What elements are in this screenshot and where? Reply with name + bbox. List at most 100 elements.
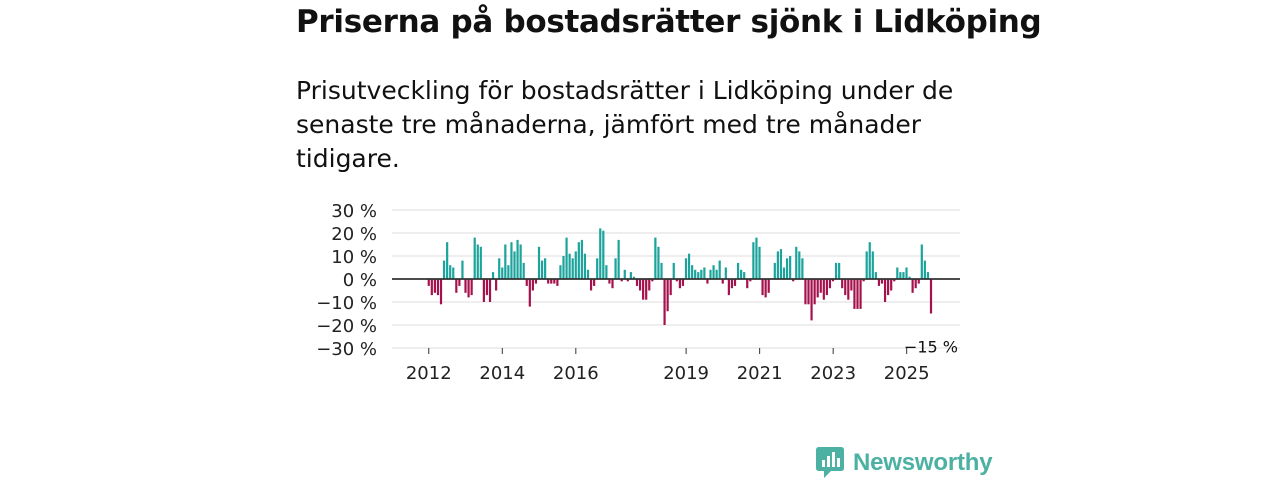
bar bbox=[632, 276, 636, 279]
bar bbox=[911, 279, 914, 293]
y-tick-label: 0 % bbox=[343, 270, 377, 291]
bar bbox=[571, 258, 574, 279]
bar bbox=[537, 246, 541, 279]
x-tick-label: 2014 bbox=[479, 363, 525, 384]
bar bbox=[675, 279, 678, 282]
bar bbox=[746, 279, 749, 289]
bar bbox=[452, 267, 455, 279]
bar bbox=[626, 279, 629, 282]
newsworthy-logo-icon bbox=[816, 447, 844, 478]
bar bbox=[565, 237, 568, 279]
annotations: −15 % bbox=[904, 338, 958, 357]
y-tick-label: 10 % bbox=[331, 247, 377, 268]
bar bbox=[694, 269, 697, 279]
bar bbox=[436, 279, 440, 296]
bar bbox=[828, 279, 832, 289]
bar bbox=[782, 267, 786, 279]
bar bbox=[586, 269, 590, 279]
x-tick-label: 2019 bbox=[663, 363, 709, 384]
bar bbox=[920, 244, 923, 279]
y-tick-label: −30 % bbox=[316, 339, 377, 360]
bar bbox=[868, 242, 871, 279]
bar bbox=[617, 239, 620, 279]
bar bbox=[776, 251, 779, 279]
bar bbox=[902, 272, 905, 279]
bar bbox=[620, 279, 623, 282]
bar bbox=[583, 253, 587, 279]
bar bbox=[568, 253, 571, 279]
bar bbox=[733, 279, 737, 286]
bar bbox=[488, 279, 492, 302]
bar bbox=[498, 258, 501, 279]
bar bbox=[476, 244, 479, 279]
bar bbox=[485, 279, 489, 296]
bar bbox=[504, 244, 507, 279]
bar bbox=[635, 279, 639, 286]
bar bbox=[427, 279, 430, 286]
bar bbox=[896, 267, 899, 279]
bar bbox=[593, 279, 596, 286]
bar bbox=[580, 239, 583, 279]
bar bbox=[629, 272, 632, 279]
y-tick-label: 20 % bbox=[331, 224, 377, 245]
bar bbox=[755, 237, 758, 279]
y-tick-label: −20 % bbox=[316, 316, 377, 337]
chart-title: Priserna på bostadsrätter sjönk i Lidköp… bbox=[296, 4, 1042, 40]
bar bbox=[874, 272, 877, 279]
bar bbox=[519, 244, 522, 279]
bars bbox=[427, 228, 933, 325]
bar bbox=[880, 279, 884, 284]
bar bbox=[611, 279, 614, 289]
x-tick-label: 2025 bbox=[884, 363, 930, 384]
bar bbox=[577, 242, 580, 279]
bar bbox=[596, 258, 599, 279]
bar bbox=[856, 279, 859, 309]
bar bbox=[651, 279, 654, 282]
bar bbox=[455, 279, 458, 293]
bar bbox=[724, 267, 727, 279]
bar bbox=[645, 279, 648, 300]
bar bbox=[795, 246, 798, 279]
bar bbox=[510, 242, 513, 279]
bar bbox=[905, 267, 908, 279]
bar bbox=[602, 230, 605, 279]
bar bbox=[859, 279, 862, 309]
x-tick-label: 2023 bbox=[810, 363, 856, 384]
bar bbox=[706, 279, 709, 284]
x-tick-label: 2012 bbox=[406, 363, 452, 384]
bar bbox=[599, 228, 602, 279]
bar bbox=[482, 279, 485, 302]
bar bbox=[547, 279, 550, 284]
bar bbox=[540, 260, 544, 279]
bar bbox=[740, 269, 743, 279]
bar bbox=[507, 265, 510, 279]
bar bbox=[642, 279, 645, 300]
bar bbox=[798, 251, 801, 279]
bar bbox=[743, 272, 746, 279]
bar bbox=[871, 251, 874, 279]
bar bbox=[556, 279, 559, 286]
bar bbox=[838, 262, 841, 279]
bar bbox=[657, 246, 660, 279]
x-tick-label: 2021 bbox=[737, 363, 783, 384]
bar bbox=[810, 279, 813, 321]
bar bbox=[648, 279, 651, 291]
bar bbox=[703, 267, 706, 279]
bar bbox=[654, 237, 657, 279]
x-tick-label: 2016 bbox=[553, 363, 599, 384]
bar bbox=[467, 279, 470, 298]
bar bbox=[831, 279, 835, 282]
bar bbox=[528, 279, 531, 307]
bar bbox=[495, 279, 498, 291]
bar bbox=[752, 242, 755, 279]
bar bbox=[890, 279, 893, 291]
bar bbox=[908, 276, 911, 279]
bar bbox=[825, 279, 828, 296]
bar bbox=[758, 246, 761, 279]
bar bbox=[847, 279, 850, 300]
bar bbox=[712, 265, 715, 279]
bar bbox=[887, 279, 890, 296]
bar bbox=[926, 272, 930, 279]
brand-name: Newsworthy bbox=[853, 449, 993, 476]
bar bbox=[446, 242, 449, 279]
